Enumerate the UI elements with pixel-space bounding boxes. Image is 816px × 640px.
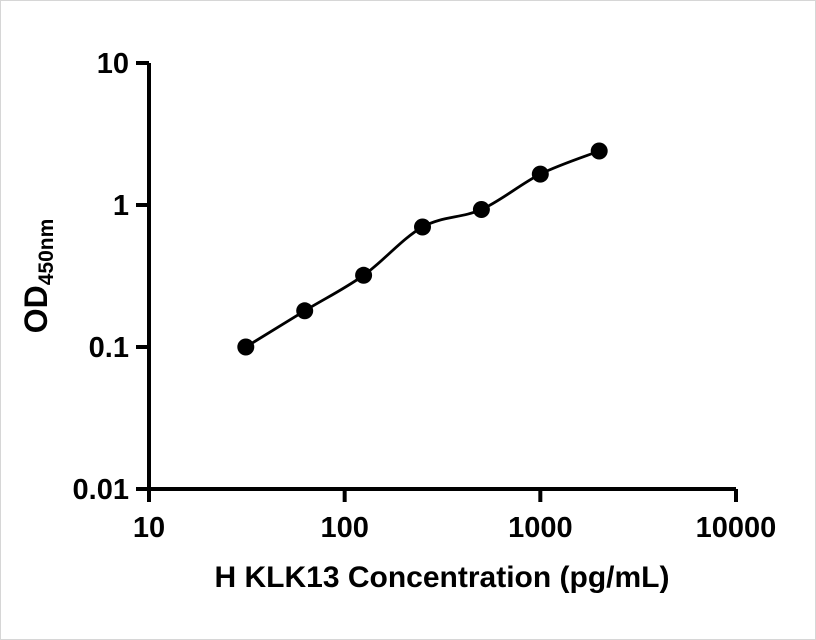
y-tick-label: 0.01 <box>73 474 129 506</box>
x-tick-label: 10 <box>133 512 165 544</box>
plot-area: 10 100 1000 10000 0.01 0.1 1 10 <box>73 48 777 544</box>
fit-curve <box>245 149 600 349</box>
data-point <box>237 338 255 356</box>
y-tick-label: 10 <box>97 48 129 80</box>
y-axis-title-sub: 450nm <box>35 219 58 286</box>
x-tick-label: 1000 <box>508 512 573 544</box>
data-point <box>590 142 608 160</box>
y-axis-title: OD450nm <box>18 219 58 334</box>
data-point <box>414 218 431 236</box>
y-axis-title-main: OD <box>18 285 54 333</box>
data-point <box>472 201 490 218</box>
x-tick-label: 100 <box>320 512 368 544</box>
data-point <box>531 165 549 183</box>
data-point <box>296 302 314 320</box>
x-axis-title: H KLK13 Concentration (pg/mL) <box>215 561 670 594</box>
y-tick-label: 0.1 <box>89 332 129 364</box>
data-point <box>355 266 373 284</box>
y-tick-label: 1 <box>113 190 129 222</box>
x-tick-label: 10000 <box>696 512 777 544</box>
